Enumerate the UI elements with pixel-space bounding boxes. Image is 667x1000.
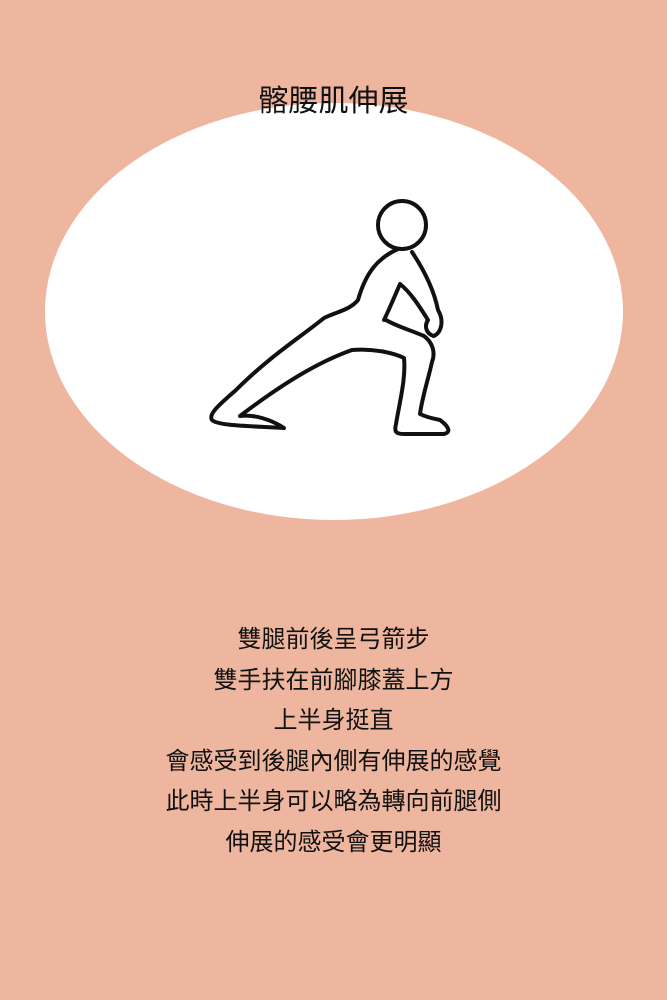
instruction-list: 雙腿前後呈弓箭步 雙手扶在前腳膝蓋上方 上半身挺直 會感受到後腿內側有伸展的感覺… (0, 619, 667, 862)
instruction-line: 上半身挺直 (273, 706, 394, 734)
stretching-figure-icon (209, 199, 451, 436)
illustration-backdrop (45, 103, 623, 520)
instruction-line: 雙手扶在前腳膝蓋上方 (213, 665, 454, 694)
instruction-line: 伸展的感受會更明顯 (225, 827, 442, 856)
instruction-line: 雙腿前後呈弓箭步 (237, 625, 430, 653)
instruction-line: 會感受到後腿內側有伸展的感覺 (165, 746, 502, 775)
instruction-line: 此時上半身可以略為轉向前腿側 (165, 787, 502, 815)
page-title: 髂腰肌伸展 (258, 84, 409, 119)
